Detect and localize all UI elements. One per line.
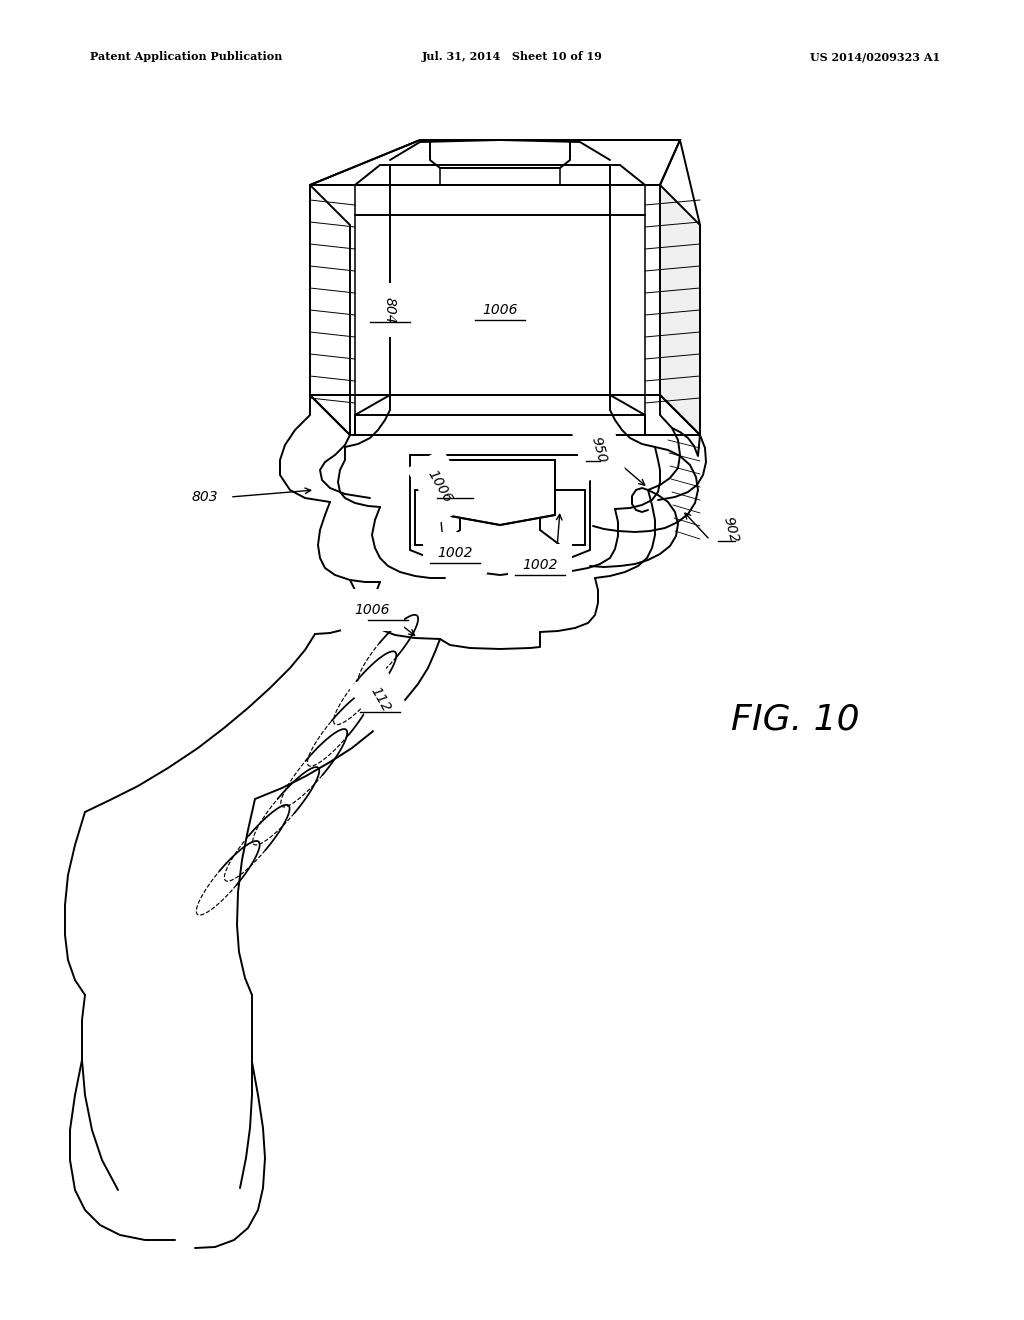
Text: 902: 902	[720, 515, 740, 545]
Polygon shape	[310, 140, 680, 185]
Text: F: F	[730, 704, 751, 737]
Polygon shape	[310, 185, 660, 395]
Polygon shape	[310, 185, 350, 436]
Polygon shape	[415, 490, 460, 545]
Text: 1006: 1006	[354, 603, 390, 616]
Text: 804: 804	[383, 297, 397, 323]
Polygon shape	[445, 459, 555, 525]
Polygon shape	[660, 185, 700, 436]
Text: 1006: 1006	[425, 467, 455, 504]
Polygon shape	[310, 395, 700, 436]
Text: 112: 112	[368, 685, 393, 715]
Polygon shape	[540, 490, 585, 545]
Text: 950: 950	[588, 436, 608, 465]
Text: Jul. 31, 2014   Sheet 10 of 19: Jul. 31, 2014 Sheet 10 of 19	[422, 51, 602, 62]
Text: 1002: 1002	[522, 558, 558, 572]
Polygon shape	[410, 455, 590, 576]
Text: 1006: 1006	[482, 304, 518, 317]
Text: Patent Application Publication: Patent Application Publication	[90, 51, 283, 62]
Text: 803: 803	[191, 490, 218, 504]
Text: IG. 10: IG. 10	[752, 704, 859, 737]
Text: US 2014/0209323 A1: US 2014/0209323 A1	[810, 51, 940, 62]
Text: 1002: 1002	[437, 546, 473, 560]
